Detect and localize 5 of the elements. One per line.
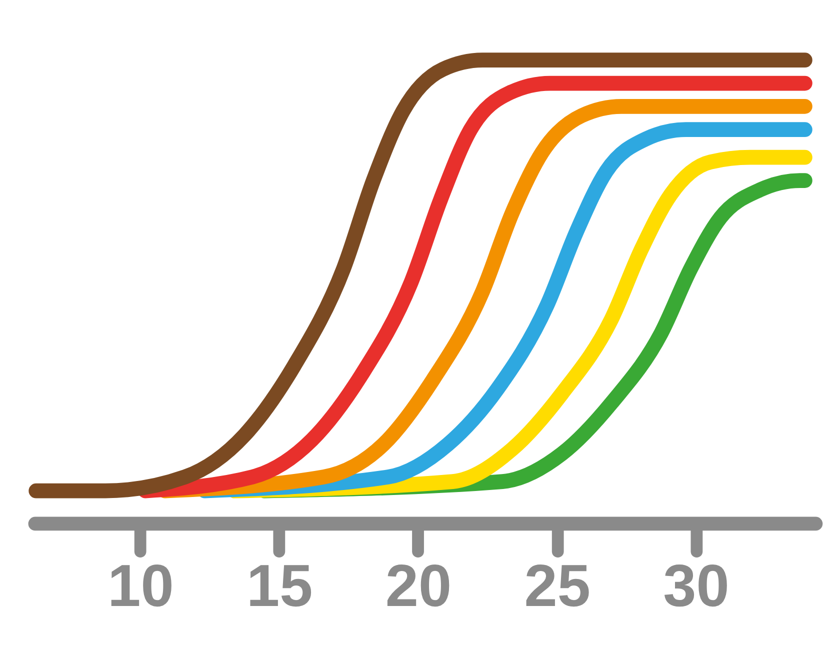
x-tick-label: 30 (663, 552, 730, 620)
x-tick-label: 20 (385, 552, 452, 620)
x-tick-label: 10 (108, 552, 174, 620)
x-tick-label: 25 (524, 552, 590, 620)
x-tick-label: 15 (246, 552, 313, 620)
